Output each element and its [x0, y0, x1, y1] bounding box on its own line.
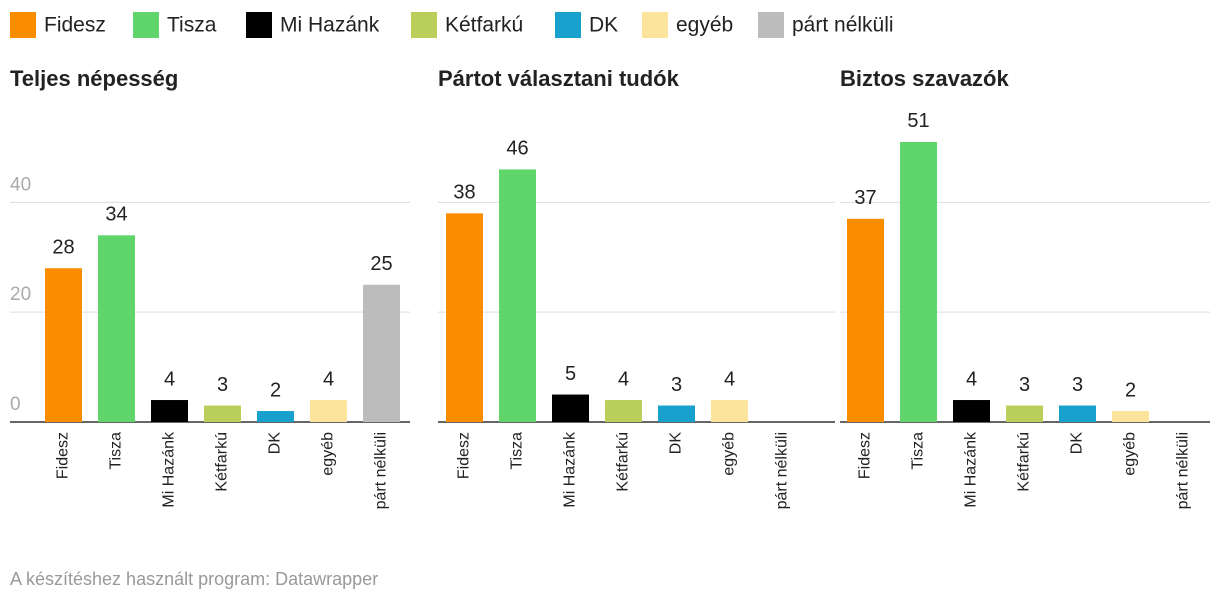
legend-label: párt nélküli	[792, 14, 894, 37]
x-tick-label: egyéb	[1122, 432, 1139, 476]
x-tick-label: Tisza	[509, 432, 526, 470]
legend-swatch	[555, 12, 581, 38]
x-tick-label: Fidesz	[456, 432, 473, 479]
bar	[98, 235, 135, 422]
value-label: 25	[370, 253, 392, 275]
x-tick-label: Fidesz	[55, 432, 72, 479]
value-label: 38	[453, 182, 475, 204]
x-tick-label: párt nélküli	[774, 432, 791, 509]
bar	[499, 169, 536, 422]
x-tick-label: Mi Hazánk	[963, 431, 980, 508]
legend-swatch	[642, 12, 668, 38]
value-label: 3	[671, 374, 682, 396]
legend-label: egyéb	[676, 14, 733, 37]
bar	[446, 213, 483, 422]
legend-swatch	[411, 12, 437, 38]
x-tick-label: párt nélküli	[1175, 432, 1192, 509]
bar	[552, 394, 589, 422]
x-tick-label: párt nélküli	[373, 432, 390, 509]
x-tick-label: Tisza	[108, 432, 125, 470]
x-tick-label: egyéb	[320, 432, 337, 476]
bar	[257, 411, 294, 422]
value-label: 4	[618, 368, 629, 390]
x-tick-label: egyéb	[721, 432, 738, 476]
x-tick-label: Kétfarkú	[1016, 432, 1033, 492]
value-label: 3	[1019, 374, 1030, 396]
bar	[711, 400, 748, 422]
value-label: 3	[217, 374, 228, 396]
value-label: 51	[907, 110, 929, 132]
bar	[151, 400, 188, 422]
x-tick-label: Tisza	[910, 432, 927, 470]
legend-label: Fidesz	[44, 14, 106, 37]
value-label: 4	[966, 368, 977, 390]
legend-label: Tisza	[167, 14, 217, 37]
chart-title: Biztos szavazók	[840, 66, 1009, 91]
bar	[310, 400, 347, 422]
value-label: 3	[1072, 374, 1083, 396]
value-label: 34	[105, 204, 127, 226]
legend-swatch	[10, 12, 36, 38]
x-tick-label: DK	[668, 432, 685, 455]
value-label: 5	[565, 363, 576, 385]
legend-label: Kétfarkú	[445, 14, 523, 37]
bar	[900, 141, 937, 423]
value-label: 4	[323, 368, 334, 390]
bar	[847, 218, 884, 422]
value-label: 2	[1125, 379, 1136, 401]
legend-label: Mi Hazánk	[280, 14, 380, 37]
bar	[1006, 405, 1043, 422]
chart-title: Teljes népesség	[10, 66, 178, 91]
y-tick-label: 20	[10, 284, 31, 305]
bar	[363, 284, 400, 422]
y-tick-label: 40	[10, 174, 31, 195]
legend-swatch	[758, 12, 784, 38]
bar	[605, 400, 642, 422]
x-tick-label: Mi Hazánk	[562, 431, 579, 508]
x-tick-label: DK	[1069, 432, 1086, 455]
chart-title: Pártot választani tudók	[438, 66, 680, 91]
y-tick-label: 0	[10, 394, 21, 415]
legend-swatch	[246, 12, 272, 38]
value-label: 2	[270, 379, 281, 401]
value-label: 28	[52, 237, 74, 259]
value-label: 37	[854, 187, 876, 209]
legend-swatch	[133, 12, 159, 38]
x-tick-label: DK	[267, 432, 284, 455]
x-tick-label: Kétfarkú	[615, 432, 632, 492]
bar	[1059, 405, 1096, 422]
bar	[658, 405, 695, 422]
bar	[204, 405, 241, 422]
value-label: 46	[506, 138, 528, 160]
bar	[45, 268, 82, 422]
x-tick-label: Kétfarkú	[214, 432, 231, 492]
bar	[953, 400, 990, 422]
x-tick-label: Mi Hazánk	[161, 431, 178, 508]
x-tick-label: Fidesz	[857, 432, 874, 479]
value-label: 4	[164, 368, 175, 390]
legend-label: DK	[589, 14, 618, 37]
bar	[1112, 411, 1149, 422]
value-label: 4	[724, 368, 735, 390]
footer: A készítéshez használt program: Datawrap…	[10, 569, 378, 589]
